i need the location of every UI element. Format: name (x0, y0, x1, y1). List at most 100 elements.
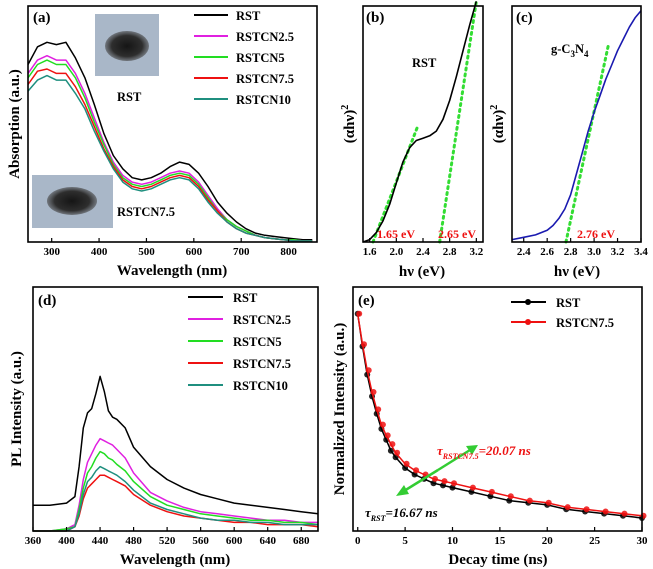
xtick-label-d-6: 600 (226, 535, 243, 547)
series-line-d-1 (33, 437, 318, 532)
data-point-e-1-12 (432, 475, 438, 482)
decay-arrow-head-1 (396, 485, 409, 496)
panel-e-ylabel: Normalized Intensity (a.u.) (332, 323, 348, 496)
panel-b-ylabel: (αhν)2 (340, 105, 358, 143)
xtick-label-d-7: 640 (259, 535, 276, 547)
xtick-label-b-2: 2.4 (416, 246, 430, 258)
panel-b-xlabel: hν (eV) (399, 264, 445, 280)
xtick-label-e-5: 25 (589, 535, 601, 547)
tau-rstcn75-sub: RSTCN7.5 (442, 452, 479, 461)
xtick-label-a-3: 600 (186, 246, 203, 258)
legend-d-label-2: RSTCN5 (233, 335, 282, 349)
data-point-e-1-17 (507, 493, 514, 500)
tau-rstcn75-symbol: τ (437, 443, 444, 458)
xtick-label-b-3: 2.8 (443, 246, 457, 258)
series-line-d-2 (33, 450, 319, 532)
panel-a-legend: RST RSTCN2.5 RSTCN5 RSTCN7.5 RSTCN10 (194, 9, 294, 107)
xtick-label-b-1: 2.0 (389, 246, 403, 258)
xtick-label-e-0: 0 (355, 535, 361, 547)
panel-e-xlabel: Decay time (ns) (448, 552, 547, 568)
panel-d-lines (33, 375, 319, 532)
panel-d-xticks: 360 400 440 480 520 560 600 640 680 (25, 527, 310, 547)
panel-b-fit-label-2: 2.65 eV (438, 227, 476, 241)
panel-e-frame (352, 286, 643, 532)
xtick-label-e-3: 15 (494, 535, 506, 547)
xtick-label-d-0: 360 (25, 535, 42, 547)
photo-rstcn75 (32, 175, 113, 228)
panel-b: 1.6 2.0 2.4 2.8 3.2 (b) RST hν (eV) (αhν)2 1… (340, 0, 484, 280)
data-point-e-1-1 (361, 341, 367, 348)
xtick-label-d-4: 520 (159, 535, 176, 547)
xtick-label-a-5: 800 (280, 246, 297, 258)
panel-c-title: g-C3N4 (551, 42, 589, 59)
data-point-e-1-18 (526, 497, 533, 504)
legend-e-label-0: RST (556, 296, 581, 310)
xtick-label-a-2: 500 (138, 246, 155, 258)
xtick-label-e-6: 30 (637, 535, 649, 547)
panel-c-ylabel-sup: 2 (489, 105, 500, 110)
panel-c-label: (c) (516, 10, 533, 26)
series-line-a-0 (27, 41, 313, 241)
xtick-label-a-4: 700 (233, 246, 250, 258)
legend-e-label-1: RSTCN7.5 (556, 316, 614, 330)
photo-rst-caption: RST (117, 90, 142, 104)
series-line-b-0 (362, 1, 478, 243)
panel-d-ylabel: PL Intensity (a.u.) (9, 351, 25, 467)
panel-d-legend: RST RSTCN2.5 RSTCN5 RSTCN7.5 RSTCN10 (188, 291, 291, 393)
data-point-e-1-21 (583, 506, 590, 513)
panel-c-fits (564, 44, 610, 244)
panel-c: 2.4 2.6 2.8 3.0 3.2 3.4 (c) g-C3N4 hν (eV) (α… (489, 5, 648, 280)
panel-d-frame (32, 286, 319, 532)
legend-d-label-1: RSTCN2.5 (233, 313, 291, 327)
panel-c-xlabel: hν (eV) (554, 264, 600, 280)
panel-a-label: (a) (33, 10, 51, 26)
tau-rst-sub: RST (370, 514, 387, 523)
fit-line-c-0 (564, 44, 610, 244)
series-line-d-4 (33, 465, 318, 532)
decay-arrow (403, 468, 439, 493)
xtick-label-d-1: 400 (58, 535, 75, 547)
xtick-label-a-0: 300 (43, 246, 60, 258)
panel-b-fit-label-1: 1.65 eV (377, 227, 415, 241)
legend-d-label-3: RSTCN7.5 (233, 357, 291, 371)
photo-rst (95, 14, 159, 76)
tau-rst-annotation: τRST=16.67 ns (365, 505, 438, 523)
panel-b-lines (362, 1, 478, 243)
panel-e-xticks: 0 5 10 15 20 25 30 (355, 527, 648, 547)
xtick-label-c-0: 2.4 (517, 246, 531, 258)
panel-c-lines (511, 10, 642, 241)
legend-e-marker-0 (525, 299, 531, 305)
panel-a-frame (27, 5, 318, 243)
photo-rstcn75-caption: RSTCN7.5 (117, 205, 175, 219)
xtick-label-c-2: 2.8 (564, 246, 578, 258)
legend-d-label-4: RSTCN10 (233, 379, 288, 393)
panel-b-ylabel-main: (αhν) (342, 110, 358, 143)
panel-b-title: RST (412, 56, 437, 70)
xtick-label-e-1: 5 (402, 535, 408, 547)
data-point-e-1-4 (375, 406, 382, 413)
data-point-e-0-7 (387, 447, 394, 454)
series-line-a-4 (27, 74, 313, 242)
panel-a-ylabel: Absorption (a.u.) (7, 69, 23, 179)
panel-a: 300 400 500 600 700 800 (a) Wavelength (nm) A… (7, 5, 318, 279)
fit-line-b-1 (438, 0, 478, 244)
panel-b-xticks: 1.6 2.0 2.4 2.8 3.2 (363, 238, 484, 258)
data-point-e-1-22 (602, 508, 609, 515)
panel-c-fit-label: 2.76 eV (577, 227, 615, 241)
xtick-label-c-5: 3.4 (634, 246, 648, 258)
decay-arrow-2 (437, 448, 471, 472)
legend-a-label-0: RST (236, 9, 261, 23)
data-point-e-1-3 (370, 389, 377, 395)
panel-b-frame (362, 5, 484, 243)
panel-a-xlabel: Wavelength (nm) (117, 263, 227, 279)
xtick-label-d-8: 680 (293, 535, 310, 547)
panel-e-legend: RST RSTCN7.5 (511, 296, 614, 330)
panel-d-label: (d) (38, 293, 56, 309)
decay-arrow-head-2 (466, 445, 478, 455)
panel-c-title-sub2: 4 (584, 49, 589, 59)
legend-a-label-4: RSTCN10 (236, 93, 291, 107)
xtick-label-d-5: 560 (192, 535, 209, 547)
legend-a-label-2: RSTCN5 (236, 51, 285, 65)
xtick-label-c-4: 3.2 (611, 246, 625, 258)
